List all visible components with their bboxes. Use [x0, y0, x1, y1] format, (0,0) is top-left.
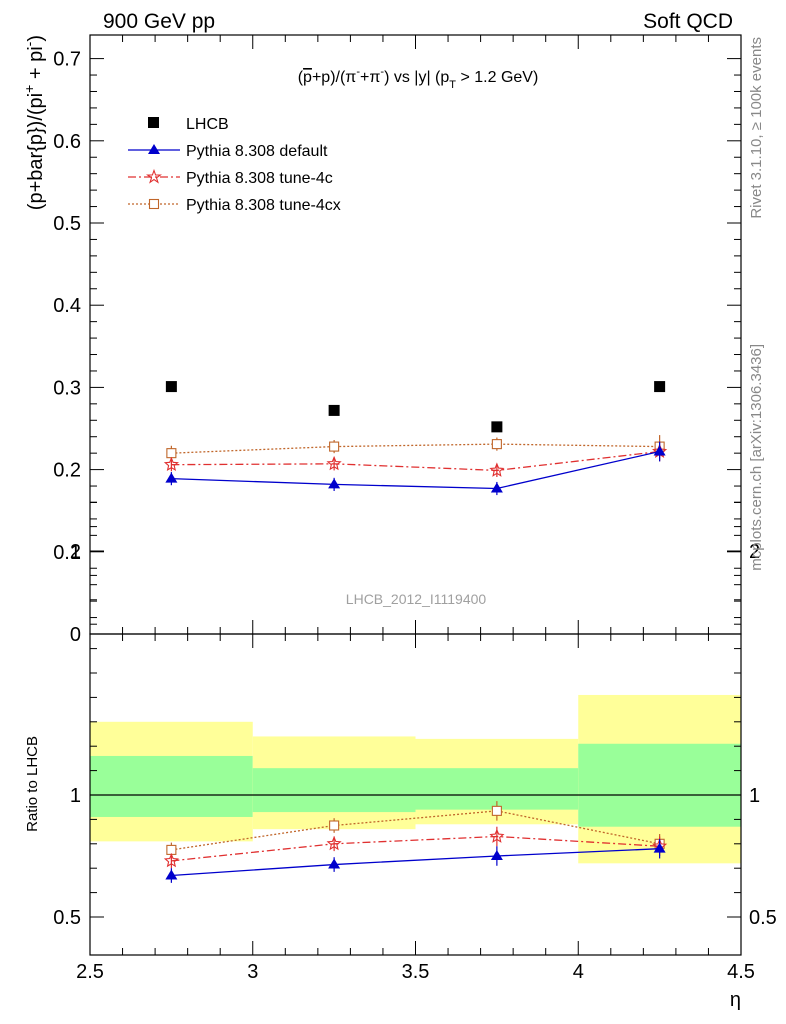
main-point-data-3	[654, 381, 666, 393]
main-ytick-label: 0	[70, 624, 81, 646]
main-point-tune4cx-0	[166, 448, 177, 459]
ratio-ytick-label-right: 1	[749, 785, 760, 807]
legend-marker-tune4cx	[148, 198, 160, 210]
ratio-xtick-label: 3	[247, 961, 258, 983]
ratio-point-default-0	[165, 869, 178, 880]
legend-label-tune4cx: Pythia 8.308 tune-4cx	[186, 197, 341, 214]
ratio-ytick-label: 1	[70, 785, 81, 807]
main-point-tune4c-1	[326, 455, 342, 471]
ratio-band-inner-3	[578, 743, 741, 827]
ratio-xtick-label: 4.5	[727, 961, 755, 983]
legend-label-lhcb: LHCB	[186, 116, 229, 133]
ratio-point-default-3	[653, 842, 666, 853]
ratio-bands	[90, 694, 741, 864]
ratio-series-line-default	[171, 848, 660, 877]
ratio-point-tune4cx-1	[329, 820, 340, 831]
main-point-tune4c-0	[163, 456, 179, 472]
ratio-xtick-label: 3.5	[402, 961, 430, 983]
legend-marker-lhcb	[148, 117, 159, 128]
main-ytick-label: 0.4	[53, 295, 81, 317]
main-point-default-2	[490, 482, 503, 493]
ratio-point-default-1	[328, 858, 341, 869]
main-point-tune4cx-2	[491, 439, 502, 450]
legend: LHCB Pythia 8.308 default Pythia 8.308 t…	[128, 116, 341, 214]
ratio-point-tune4c-0	[163, 852, 179, 868]
ratio-ytick-label: 0.5	[53, 907, 81, 929]
legend-label-tune4c: Pythia 8.308 tune-4c	[186, 170, 333, 187]
main-point-data-1	[328, 404, 340, 416]
legend-marker-tune4c	[146, 168, 162, 184]
ratio-band-inner-0	[90, 755, 253, 817]
axis-ticks: 0 0.1 0.2 0.3 0.4 0.5 0.6 0.7 2.5 3 3.5 4 4.5 0.5 0.5 1…	[53, 35, 777, 983]
header-right: Soft QCD	[643, 10, 733, 33]
ratio-xtick-label: 2.5	[76, 961, 104, 983]
legend-marker-default	[148, 144, 160, 154]
main-ytick-label: 0.7	[53, 49, 81, 71]
main-ytick-label: 0.3	[53, 377, 81, 399]
main-ytick-label: 0.5	[53, 213, 81, 235]
main-series-layer	[163, 381, 668, 496]
main-ytick-label: 0.1	[53, 542, 81, 564]
legend-label-default: Pythia 8.308 default	[186, 143, 328, 160]
main-point-tune4cx-1	[329, 441, 340, 452]
main-series-line-default	[171, 450, 660, 490]
x-axis-label: η	[730, 989, 741, 1011]
main-point-default-3	[653, 445, 666, 456]
ratio-y-axis-label: Ratio to LHCB	[24, 736, 41, 832]
main-point-default-0	[165, 472, 178, 483]
ratio-band-inner-1	[252, 768, 416, 813]
chart-title: (p+p)/(π-+π-) vs |y| (pT > 1.2 GeV)	[298, 66, 539, 91]
main-point-data-2	[491, 421, 503, 433]
ratio-series-line-tune4c	[171, 835, 660, 862]
main-ytick-label: 0.2	[53, 460, 81, 482]
ratio-series-layer	[163, 801, 668, 883]
ratio-ytick-label: 2	[70, 541, 81, 563]
main-point-tune4c-2	[489, 462, 505, 477]
rivet-label: Rivet 3.1.10, ≥ 100k events	[748, 37, 765, 219]
main-point-data-0	[165, 381, 177, 393]
main-series-line-tune4cx	[171, 443, 660, 454]
ratio-point-tune4c-1	[326, 835, 342, 851]
ratio-xtick-label: 4	[573, 961, 584, 983]
main-point-default-1	[328, 478, 341, 489]
analysis-watermark: LHCB_2012_I1119400	[346, 591, 487, 607]
ratio-ytick-label-right: 2	[749, 541, 760, 563]
ratio-point-default-2	[490, 850, 503, 860]
ratio-point-tune4cx-2	[491, 805, 502, 816]
ratio-ytick-label-right: 0.5	[749, 907, 777, 929]
header-left: 900 GeV pp	[103, 10, 215, 33]
mcplots-label: mcplots.cern.ch [arXiv:1306.3436]	[748, 344, 765, 571]
main-y-axis-label: (p+bar{p})/(pi+ + pi-)	[21, 35, 47, 210]
main-ytick-label: 0.6	[53, 131, 81, 153]
ratio-point-tune4c-2	[489, 828, 505, 843]
main-series-line-tune4c	[171, 450, 660, 472]
